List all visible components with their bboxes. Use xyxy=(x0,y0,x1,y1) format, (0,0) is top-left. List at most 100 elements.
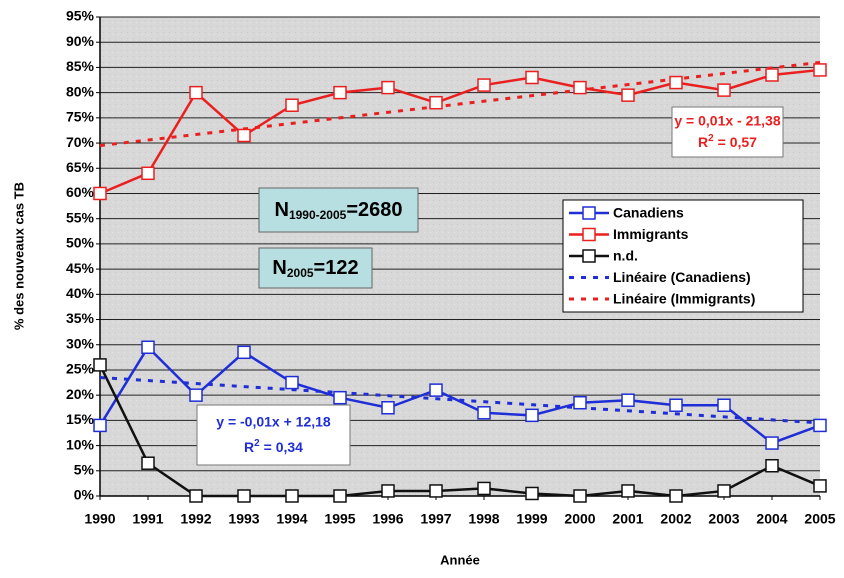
y-tick-label: 80% xyxy=(66,83,95,99)
count-label: N2005=122 xyxy=(272,257,358,280)
marker xyxy=(141,456,155,470)
marker xyxy=(573,80,587,95)
r-text: R xyxy=(244,439,254,455)
legend-marker xyxy=(582,227,596,242)
count-text: N xyxy=(272,257,286,279)
y-tick-label: 95% xyxy=(66,8,95,24)
marker xyxy=(477,481,491,496)
count-box xyxy=(258,247,373,289)
y-axis-label: % des nouveaux cas TB xyxy=(11,182,26,330)
y-tick-label: 15% xyxy=(66,411,95,427)
equation: y = 0,01x - 21,38 xyxy=(674,113,780,129)
marker xyxy=(621,393,635,407)
x-tick-label: 1994 xyxy=(276,511,307,527)
x-tick-label: 2000 xyxy=(564,511,595,527)
r-text: R xyxy=(698,134,708,150)
count-box xyxy=(258,187,419,233)
x-tick-label: 1993 xyxy=(228,511,259,527)
marker xyxy=(621,484,635,498)
series-line xyxy=(99,68,821,195)
count-sub: 2005 xyxy=(287,266,314,280)
legend-label: n.d. xyxy=(613,248,638,264)
marker xyxy=(477,78,491,92)
legend-marker xyxy=(582,206,596,220)
marker xyxy=(381,484,395,498)
legend-label: Linéaire (Canadiens) xyxy=(613,269,751,285)
marker xyxy=(333,390,347,405)
count-rest: =2680 xyxy=(346,199,402,221)
marker xyxy=(93,358,107,372)
marker xyxy=(717,83,731,97)
equation: y = -0,01x + 12,18 xyxy=(216,414,331,430)
count-sub: 1990-2005 xyxy=(289,208,347,222)
x-tick-label: 1996 xyxy=(372,511,403,527)
marker xyxy=(813,479,827,493)
marker xyxy=(765,436,779,450)
count-text: N xyxy=(274,199,288,221)
r-sup: 2 xyxy=(708,133,714,144)
equation-box xyxy=(196,404,351,466)
marker xyxy=(573,489,587,503)
marker xyxy=(189,388,203,402)
r-squared: R2 = 0,34 xyxy=(244,438,303,455)
y-tick-label: 35% xyxy=(66,310,95,326)
y-tick-label: 55% xyxy=(66,209,95,225)
x-tick-label: 1999 xyxy=(516,511,547,527)
legend-label: Immigrants xyxy=(613,226,689,242)
legend-label: Linéaire (Immigrants) xyxy=(613,291,755,307)
x-tick-label: 1992 xyxy=(180,511,211,527)
marker xyxy=(285,375,299,390)
legend-marker xyxy=(582,249,596,263)
count-label: N1990-2005=2680 xyxy=(274,199,402,222)
marker xyxy=(477,406,491,420)
marker xyxy=(813,418,827,433)
x-axis-label: Année xyxy=(440,552,480,567)
marker xyxy=(237,489,251,503)
y-tick-label: 40% xyxy=(66,285,95,301)
x-tick-label: 1991 xyxy=(132,511,163,527)
y-tick-label: 0% xyxy=(74,487,95,503)
marker xyxy=(141,340,155,355)
y-tick-label: 70% xyxy=(66,134,95,150)
x-tick-label: 1995 xyxy=(324,511,355,527)
x-tick-label: 1997 xyxy=(420,511,451,527)
marker xyxy=(765,458,779,473)
x-tick-label: 1990 xyxy=(84,511,115,527)
y-tick-label: 50% xyxy=(66,235,95,251)
marker xyxy=(381,401,395,415)
marker xyxy=(237,128,251,143)
marker xyxy=(573,395,587,410)
x-tick-label: 2005 xyxy=(804,511,835,527)
r-squared: R2 = 0,57 xyxy=(698,133,757,150)
marker xyxy=(765,68,779,82)
marker xyxy=(381,80,395,95)
r-sup: 2 xyxy=(254,438,260,449)
y-tick-label: 90% xyxy=(66,33,95,49)
y-tick-label: 85% xyxy=(66,58,95,74)
marker xyxy=(669,398,683,412)
y-tick-label: 60% xyxy=(66,184,95,200)
marker xyxy=(621,88,635,102)
x-tick-label: 2002 xyxy=(660,511,691,527)
marker xyxy=(669,489,683,503)
legend-label: Canadiens xyxy=(613,205,684,221)
marker xyxy=(93,186,107,201)
marker xyxy=(333,85,347,100)
y-tick-label: 65% xyxy=(66,159,95,175)
series-line xyxy=(98,345,821,445)
marker xyxy=(237,345,251,360)
marker xyxy=(141,166,155,181)
y-tick-label: 20% xyxy=(66,386,95,402)
marker xyxy=(813,63,827,77)
series-line xyxy=(98,364,821,498)
marker xyxy=(429,95,443,110)
marker xyxy=(429,383,443,397)
equation-box xyxy=(671,106,784,158)
trend-line xyxy=(99,60,821,148)
count-rest: =122 xyxy=(314,257,359,279)
r-rest: = 0,57 xyxy=(714,134,757,150)
x-tick-label: 2004 xyxy=(756,511,787,527)
marker xyxy=(525,486,539,501)
y-tick-label: 10% xyxy=(66,436,95,452)
